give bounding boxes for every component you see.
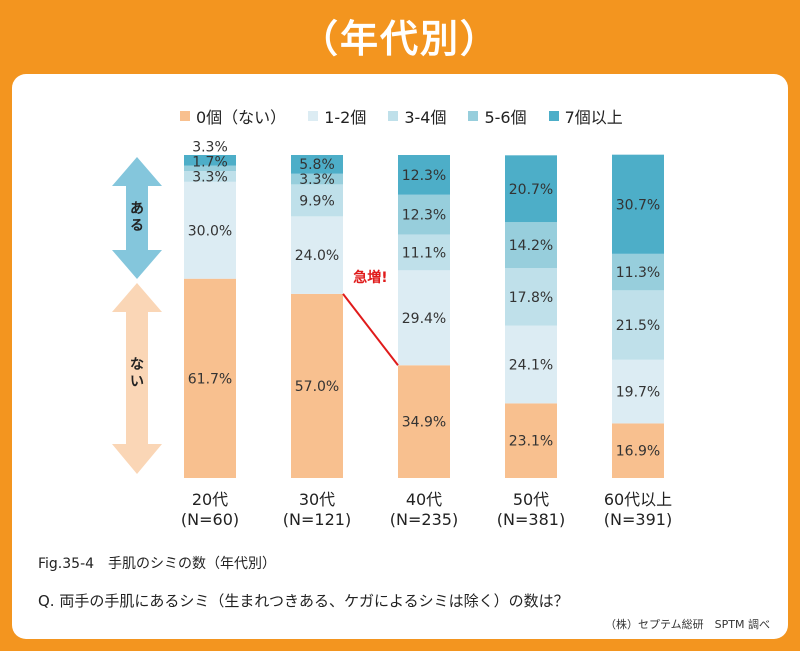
legend-item: 5-6個 [468,104,527,128]
data-label: 20.7% [509,182,553,198]
data-label: 24.0% [295,248,339,264]
page-title: （年代別） [299,17,500,61]
legend-item: 3-4個 [388,104,446,128]
legend-item: 7個以上 [548,104,623,128]
bar-segment [398,234,450,271]
data-label: 5.8% [299,157,335,173]
bar-segment [398,365,450,478]
data-label: 23.1% [509,434,553,450]
data-label: 3.3% [299,172,335,188]
bar-segment [184,171,236,182]
data-label: 12.3% [402,168,446,184]
data-label: 1.7% [192,154,228,170]
data-label: 34.9% [402,415,446,431]
bar-segment [398,270,450,366]
bar-segment [291,173,343,185]
data-label: 17.8% [509,290,553,306]
side-label-absent: ない [130,357,144,390]
data-label: 19.7% [616,385,660,401]
category-label: (N=235) [390,510,458,529]
bar-segment [184,155,236,166]
legend-swatch [180,111,190,121]
bar-segment [291,293,343,478]
category-label: 50代 [513,490,549,509]
bar-segment [184,165,236,172]
legend-swatch [388,111,399,121]
category-label: (N=381) [497,510,565,529]
legend-swatch [468,111,479,121]
legend-label: 7個以上 [564,108,623,127]
bar-segment [291,184,343,217]
bar-segment [398,194,450,235]
data-label: 21.5% [616,318,660,334]
data-label: 12.3% [402,208,446,224]
bar-segment [291,216,343,294]
up-down-arrow-icon [112,283,162,474]
bar-segment [505,403,557,478]
bar-segment [291,155,343,174]
bar-segment [612,359,664,424]
category-label: 60代以上 [604,490,672,509]
legend-swatch [548,111,559,121]
bar-segment [612,154,664,254]
data-label: 24.1% [509,357,553,373]
data-label: 3.3% [192,169,228,185]
data-label: 11.1% [402,245,446,261]
bar-segment [612,423,664,478]
legend-label: 5-6個 [484,108,527,127]
category-label: 40代 [406,490,442,509]
data-label: 16.9% [616,444,660,460]
legend-item: 1-2個 [308,104,366,128]
up-down-arrow-icon [112,157,162,279]
bar-segment [505,325,557,404]
figure-caption: Fig.35-4 手肌のシミの数（年代別） [38,556,277,572]
increase-callout-label: 急増! [353,269,387,286]
legend-label: 1-2個 [324,108,367,127]
source-credit: （株）セプテム総研 SPTM 調べ [605,618,770,631]
side-label-present: ある [130,201,144,234]
category-label: (N=121) [283,510,351,529]
bar-segment [398,155,450,195]
bar-segment [612,253,664,291]
legend-swatch [308,111,319,121]
bar-segment [505,268,557,326]
survey-question: Q. 両手の手肌にあるシミ（生まれつきある、ケガによるシミは除く）の数は？ [38,592,569,610]
bar-segment [184,181,236,279]
bar-segment [505,155,557,223]
category-label: 20代 [192,490,228,509]
chart-legend: 0個（ない） 1-2個 3-4個 5-6個 7個以上 [180,104,645,128]
data-label: 14.2% [509,238,553,254]
legend-item: 0個（ない） [180,104,286,128]
data-label: 9.9% [299,193,335,209]
data-label: 61.7% [188,371,232,387]
data-label: 11.3% [616,265,660,281]
data-label: 3.3% [192,139,228,155]
data-label: 30.7% [616,197,660,213]
increase-callout-line [342,293,399,366]
category-label: 30代 [299,490,335,509]
category-label: (N=60) [181,510,239,529]
bar-segment [505,222,557,269]
data-label: 30.0% [188,223,232,239]
data-label: 57.0% [295,379,339,395]
data-label: 29.4% [402,311,446,327]
bar-segment [184,278,236,478]
bar-segment [612,290,664,360]
legend-label: 3-4個 [404,108,447,127]
legend-label: 0個（ない） [196,108,287,127]
category-label: (N=391) [604,510,672,529]
